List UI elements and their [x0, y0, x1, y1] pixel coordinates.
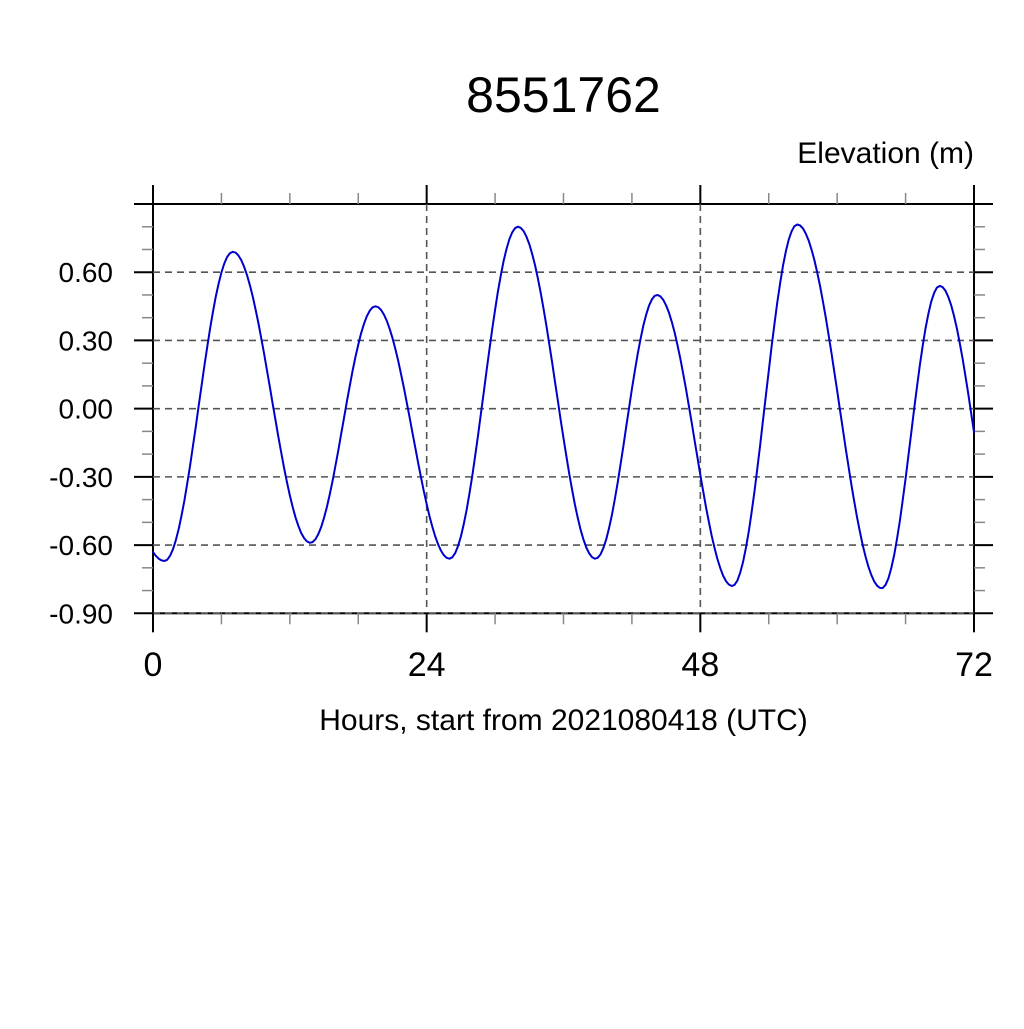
tide-elevation-curve [152, 223, 975, 589]
y-tick-label: 0.60 [59, 257, 114, 288]
y-tick-label: 0.00 [59, 394, 114, 425]
x-axis-title: Hours, start from 2021080418 (UTC) [319, 704, 808, 737]
y-axis-title: Elevation (m) [797, 137, 974, 170]
x-tick-label: 48 [681, 646, 719, 684]
y-tick-label: 0.30 [59, 325, 114, 356]
chart-title: 8551762 [466, 67, 661, 123]
y-tick-label: -0.30 [49, 462, 113, 493]
y-tick-label: -0.60 [49, 530, 113, 561]
x-tick-label: 0 [144, 646, 163, 684]
plot-area [134, 185, 993, 633]
y-tick-label: -0.90 [49, 598, 113, 629]
x-tick-label: 24 [408, 646, 446, 684]
x-tick-label: 72 [955, 646, 993, 684]
